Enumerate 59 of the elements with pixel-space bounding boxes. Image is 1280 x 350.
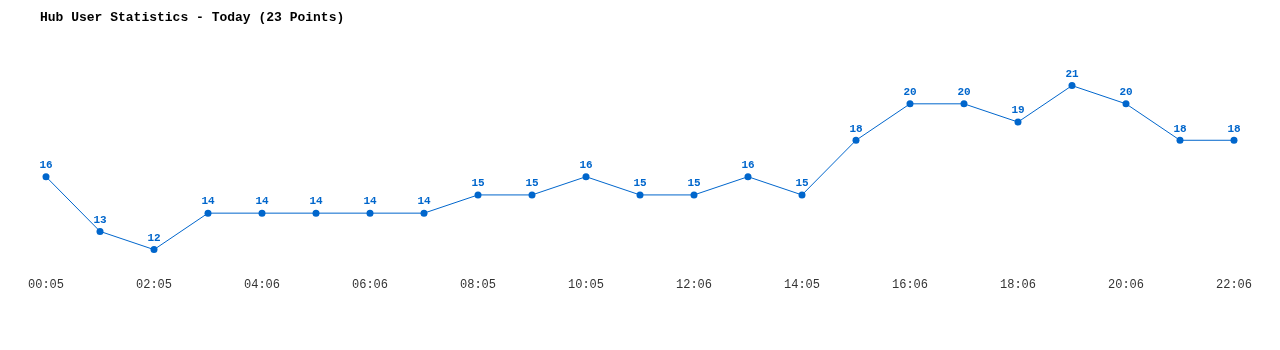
data-label: 15 [795,177,809,190]
x-tick-label: 12:06 [675,277,713,292]
point [744,173,752,181]
data-label: 20 [1119,86,1133,99]
chart-title: Hub User Statistics - Today (23 Points) [40,10,345,26]
data-label: 15 [687,177,701,190]
data-label: 20 [957,86,971,99]
data-label: 19 [1011,104,1025,117]
point [582,173,590,181]
data-label: 21 [1065,67,1079,80]
x-tick-label: 02:05 [135,277,173,292]
point [420,209,428,217]
data-label: 15 [471,177,485,190]
point [528,191,536,199]
data-label: 15 [525,177,539,190]
x-tick-label: 06:06 [351,277,389,292]
x-tick-label: 16:06 [891,277,929,292]
point [852,136,860,144]
point [42,173,50,181]
data-label: 12 [147,231,161,244]
data-label: 20 [903,86,917,99]
point [1176,136,1184,144]
point [474,191,482,199]
data-label: 14 [255,195,269,208]
point [960,100,968,108]
data-label: 14 [309,195,323,208]
point [1014,118,1022,126]
x-tick-label: 04:06 [243,277,281,292]
point [312,209,320,217]
point [258,209,266,217]
data-label: 16 [579,158,593,171]
point [798,191,806,199]
data-label: 13 [93,213,107,226]
point [906,100,914,108]
point [1230,136,1238,144]
data-label: 14 [363,195,377,208]
data-label: 15 [633,177,647,190]
data-label: 14 [417,195,431,208]
point [1068,82,1076,90]
data-label: 18 [1173,122,1187,135]
data-label: 18 [849,122,863,135]
point [150,246,158,254]
x-tick-label: 08:05 [459,277,497,292]
data-label: 14 [201,195,215,208]
x-tick-label: 00:05 [28,277,65,292]
x-tick-label: 14:05 [783,277,821,292]
x-tick-label: 20:06 [1107,277,1145,292]
data-label: 16 [741,158,755,171]
x-tick-label: 10:05 [567,277,605,292]
point [366,209,374,217]
data-label: 18 [1227,122,1241,135]
point [690,191,698,199]
x-tick-label: 22:06 [1215,277,1252,292]
data-label: 16 [39,158,53,171]
point [636,191,644,199]
point [1122,100,1130,108]
x-tick-label: 18:06 [999,277,1037,292]
point [204,209,212,217]
point [96,227,104,235]
